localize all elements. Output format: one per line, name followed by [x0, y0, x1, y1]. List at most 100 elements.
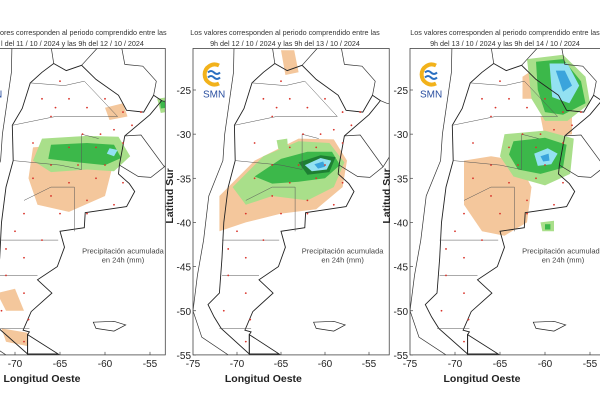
station-dot: [81, 133, 84, 136]
province-border: [452, 116, 558, 126]
precip-area-blue: [555, 70, 572, 92]
station-dot: [535, 177, 537, 180]
map-frame: [0, 48, 166, 356]
station-dot: [562, 142, 564, 144]
station-dot: [499, 80, 501, 83]
station-dot: [59, 212, 61, 215]
station-dot: [306, 106, 309, 109]
station-dot: [0, 309, 3, 312]
x-tick-label: -60: [98, 359, 113, 370]
country-border: [338, 134, 384, 178]
x-tick-label: -70: [448, 359, 463, 370]
station-dot: [553, 128, 555, 131]
country-border: [119, 134, 165, 178]
station-dot: [236, 230, 238, 233]
station-dot: [521, 133, 524, 136]
map-panel-3: SMN Los valores corresponden al periodo c…: [381, 28, 600, 385]
station-dot: [262, 97, 265, 100]
station-dot: [490, 164, 492, 166]
precip-area-orange: [0, 288, 24, 311]
y-tick-label: -55: [177, 351, 192, 362]
panel-title-line2: 9h del 12 / 10 / 2024 y las 9h del 13 / …: [210, 39, 360, 48]
station-dot: [350, 124, 353, 127]
station-dot: [14, 230, 16, 233]
station-dot: [494, 106, 497, 109]
station-dot: [253, 142, 256, 144]
station-dot: [77, 164, 79, 166]
precip-area-green: [159, 100, 166, 109]
y-tick-label: -35: [394, 174, 409, 185]
station-dot: [140, 111, 142, 113]
wave-icon: [207, 70, 221, 75]
station-dot: [27, 318, 30, 321]
station-dot: [472, 142, 474, 144]
argentina-border: [424, 62, 600, 355]
station-dot: [490, 195, 492, 197]
legend-note-line2: en 24h (mm): [102, 255, 145, 264]
x-tick-label: -55: [362, 359, 377, 370]
station-dot: [271, 115, 274, 118]
y-tick-label: -40: [394, 218, 409, 229]
x-tick-label: -70: [8, 359, 23, 370]
y-tick-label: -25: [177, 86, 192, 97]
station-dot: [359, 111, 362, 113]
station-dot: [571, 124, 573, 127]
station-dot: [5, 248, 7, 250]
province-border: [12, 116, 118, 126]
legend-note-line1: Precipitación acumulada: [82, 246, 165, 255]
station-dot: [122, 181, 124, 184]
x-tick-label: -55: [583, 359, 598, 370]
panel-title-line2: 9h del 13 / 10 / 2024 y las 9h del 14 / …: [430, 39, 580, 48]
station-dot: [50, 195, 52, 197]
x-tick-label: -60: [318, 359, 333, 370]
panel-title-line1: ores corresponden al periodo comprendido…: [0, 28, 167, 37]
y-tick-label: -35: [177, 174, 192, 185]
legend-note-line2: en 24h (mm): [321, 255, 364, 264]
station-dot: [262, 239, 265, 242]
smn-logo: SMN: [202, 62, 225, 100]
precip-area-light-green: [276, 138, 288, 150]
station-dot: [481, 239, 483, 242]
logo-text: SMN: [0, 89, 2, 100]
tierra-del-fuego: [248, 333, 281, 355]
y-tick-label: -30: [394, 130, 409, 141]
station-dot: [306, 212, 309, 215]
station-dot: [244, 292, 247, 294]
province-border: [470, 80, 558, 117]
precip-area-blue: [540, 153, 550, 162]
station-dot: [553, 203, 555, 206]
sun-arc-icon: [202, 62, 220, 87]
province-border: [251, 80, 338, 117]
station-dot: [562, 111, 564, 113]
smn-logo: SMN: [0, 89, 2, 100]
station-dot: [227, 248, 230, 250]
station-dot: [32, 177, 34, 180]
station-dot: [244, 340, 247, 343]
station-dot: [23, 256, 25, 259]
panel-title-line1: Los valores corresponden al periodo comp…: [190, 28, 380, 37]
station-dot: [271, 164, 274, 166]
station-dot: [315, 146, 318, 149]
station-dot: [467, 318, 470, 321]
islas-malvinas: [313, 320, 347, 332]
islas-malvinas: [92, 320, 127, 332]
legend-note-line2: en 24h (mm): [542, 255, 585, 264]
precip-area-green: [48, 143, 122, 166]
country-border: [521, 48, 597, 96]
station-dot: [32, 142, 34, 144]
station-dot: [23, 340, 25, 343]
x-tick-label: -70: [230, 359, 245, 370]
station-dot: [244, 256, 247, 259]
x-axis-label: Longitud Oeste: [4, 373, 81, 385]
tierra-del-fuego: [467, 333, 500, 355]
station-dot: [50, 164, 52, 166]
argentina-border: [207, 62, 382, 355]
map-frame: [409, 48, 600, 356]
province-border: [463, 186, 515, 232]
station-dot: [472, 177, 474, 180]
y-axis-label: Latitud Sur: [164, 168, 176, 223]
station-dot: [280, 212, 282, 215]
station-dot: [463, 292, 465, 294]
map-panel-1: SMN ores corresponden al periodo comprend…: [0, 28, 167, 385]
